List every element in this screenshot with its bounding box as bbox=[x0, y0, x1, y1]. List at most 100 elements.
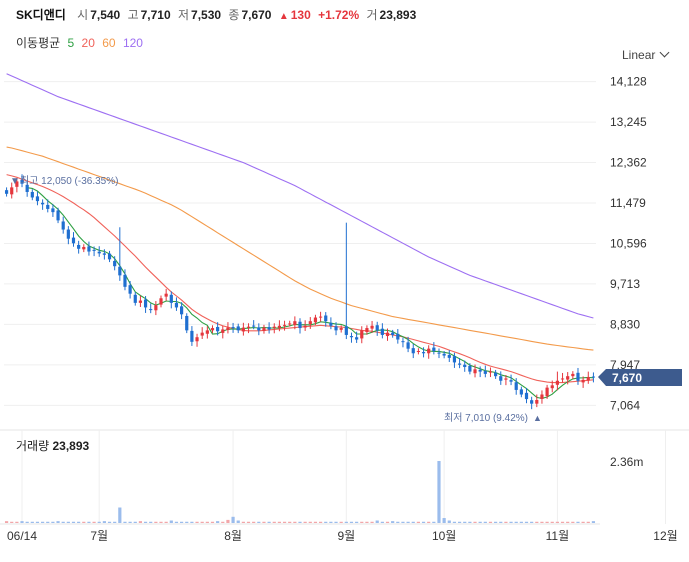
volume-bar bbox=[360, 521, 364, 523]
ma-legend-label: 이동평균 bbox=[16, 36, 61, 50]
volume-bar bbox=[411, 521, 415, 523]
scale-dropdown-label: Linear bbox=[622, 48, 656, 62]
volume-bar bbox=[442, 518, 446, 523]
current-price-badge: 7,670 bbox=[598, 369, 682, 386]
candle bbox=[365, 325, 369, 335]
low-annotation-text: 최저 7,010 (9.42%) bbox=[444, 412, 528, 424]
volume-bar bbox=[15, 521, 19, 523]
candle bbox=[514, 378, 518, 395]
volume-bar bbox=[10, 521, 14, 523]
candle bbox=[133, 292, 137, 306]
high-value: 7,710 bbox=[140, 8, 171, 22]
candle bbox=[56, 207, 60, 224]
volume-bar bbox=[550, 521, 554, 523]
candle bbox=[159, 295, 163, 308]
candle bbox=[241, 322, 245, 336]
ma-5-label: 5 bbox=[67, 36, 75, 50]
candle bbox=[555, 371, 559, 391]
price-tick-label: 7,947 bbox=[610, 358, 640, 372]
candle bbox=[447, 350, 451, 362]
candle bbox=[313, 314, 318, 326]
candle bbox=[143, 296, 148, 313]
volume-bar bbox=[324, 521, 328, 523]
open-value: 7,540 bbox=[90, 8, 121, 22]
candlestick-series bbox=[4, 174, 596, 410]
price-tick-label: 9,713 bbox=[610, 277, 640, 291]
volume-bar bbox=[313, 521, 318, 523]
low-marker-icon: ▲ bbox=[533, 413, 542, 423]
candle bbox=[205, 326, 209, 339]
volume-bar bbox=[4, 521, 9, 523]
volume-bar bbox=[499, 521, 503, 523]
candle bbox=[560, 372, 565, 383]
date-tick-label: 8월 bbox=[224, 529, 242, 543]
volume-bar bbox=[205, 521, 209, 523]
candle bbox=[339, 325, 343, 333]
volume-panel-value: 23,893 bbox=[52, 439, 90, 453]
date-tick-label: 12월 bbox=[653, 529, 677, 543]
candle bbox=[432, 342, 436, 355]
volume-bar bbox=[391, 521, 395, 523]
candle bbox=[164, 288, 168, 301]
volume-bar bbox=[195, 521, 199, 523]
volume-bar bbox=[154, 521, 158, 523]
candle bbox=[113, 256, 117, 271]
candle bbox=[499, 371, 503, 385]
candle bbox=[396, 329, 400, 344]
candle bbox=[267, 322, 271, 334]
volume-bar bbox=[71, 521, 76, 523]
candle bbox=[25, 180, 29, 197]
volume-bar bbox=[128, 521, 132, 523]
volume-bar bbox=[576, 521, 580, 523]
volume-bar bbox=[380, 521, 384, 523]
close-label: 종 bbox=[228, 8, 240, 22]
candle bbox=[391, 329, 395, 338]
volume-panel-label: 거래량 23,893 bbox=[16, 437, 89, 454]
change-value: 130 bbox=[290, 8, 311, 22]
volume-bar bbox=[355, 521, 359, 523]
volume-bar bbox=[277, 521, 282, 523]
low-label: 저 bbox=[177, 8, 190, 22]
volume-bar bbox=[87, 521, 91, 523]
candle bbox=[200, 327, 204, 340]
candle bbox=[20, 174, 24, 188]
candle bbox=[92, 246, 96, 257]
volume-bar bbox=[437, 461, 441, 523]
volume-bar bbox=[308, 521, 312, 523]
candle bbox=[41, 199, 45, 210]
volume-bar bbox=[535, 521, 539, 523]
candle bbox=[226, 322, 230, 334]
candle bbox=[329, 317, 333, 330]
candle bbox=[51, 204, 55, 217]
volume-bar bbox=[303, 521, 307, 523]
scale-dropdown[interactable]: Linear bbox=[622, 47, 670, 62]
volume-bar bbox=[180, 521, 184, 523]
volume-bar bbox=[257, 521, 261, 523]
candle bbox=[298, 318, 302, 334]
volume-bar bbox=[77, 521, 81, 523]
candle bbox=[530, 396, 534, 410]
candle bbox=[149, 303, 153, 314]
candle bbox=[318, 311, 323, 322]
candle bbox=[324, 312, 328, 327]
volume-bar bbox=[118, 507, 122, 523]
candle bbox=[380, 323, 384, 339]
moving-average-legend[interactable]: 이동평균 5 20 60 120 bbox=[16, 34, 147, 51]
volume-bar bbox=[210, 521, 215, 523]
volume-bar bbox=[329, 521, 333, 523]
candle bbox=[401, 337, 405, 348]
candle bbox=[107, 250, 112, 263]
date-tick-label: 10월 bbox=[432, 529, 456, 543]
price-tick-label: 13,245 bbox=[610, 115, 647, 129]
volume-bar bbox=[416, 521, 420, 523]
volume-bar bbox=[41, 521, 45, 523]
volume-bar bbox=[107, 521, 112, 523]
candle bbox=[15, 177, 19, 193]
candle bbox=[483, 365, 487, 378]
volume-bar bbox=[56, 521, 60, 523]
volume-bar bbox=[262, 521, 266, 523]
volume-bar bbox=[545, 521, 549, 523]
volume-bar bbox=[421, 521, 426, 523]
volume-bar bbox=[591, 521, 596, 523]
